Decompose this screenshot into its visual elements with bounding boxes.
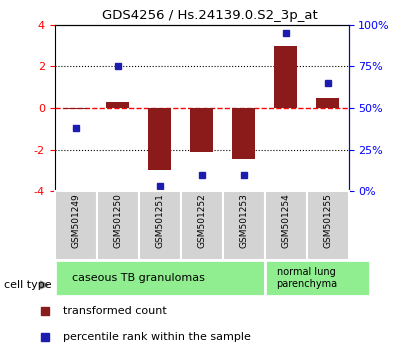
Bar <box>190 108 213 152</box>
Text: GSM501255: GSM501255 <box>323 193 332 248</box>
Text: percentile rank within the sample: percentile rank within the sample <box>63 332 251 342</box>
Text: cell type: cell type <box>4 280 52 290</box>
Bar <box>106 102 129 108</box>
Bar <box>265 191 307 260</box>
Text: GSM501253: GSM501253 <box>239 193 248 248</box>
Text: GSM501252: GSM501252 <box>197 193 206 248</box>
Bar <box>232 108 255 159</box>
Text: normal lung
parenchyma: normal lung parenchyma <box>276 267 337 289</box>
Text: GSM501249: GSM501249 <box>71 193 80 248</box>
Bar <box>55 191 97 260</box>
Bar <box>265 260 370 296</box>
Bar <box>64 108 87 109</box>
Bar <box>139 191 181 260</box>
Bar <box>55 260 265 296</box>
Text: transformed count: transformed count <box>63 306 167 316</box>
Bar <box>223 191 265 260</box>
Bar <box>148 108 171 170</box>
Bar <box>274 46 297 108</box>
Text: GSM501250: GSM501250 <box>113 193 122 248</box>
Bar <box>307 191 349 260</box>
Text: GDS4256 / Hs.24139.0.S2_3p_at: GDS4256 / Hs.24139.0.S2_3p_at <box>102 9 318 22</box>
Bar <box>316 98 339 108</box>
Text: caseous TB granulomas: caseous TB granulomas <box>72 273 205 283</box>
Text: GSM501254: GSM501254 <box>281 193 290 248</box>
Text: GSM501251: GSM501251 <box>155 193 164 248</box>
Bar <box>97 191 139 260</box>
Bar <box>181 191 223 260</box>
